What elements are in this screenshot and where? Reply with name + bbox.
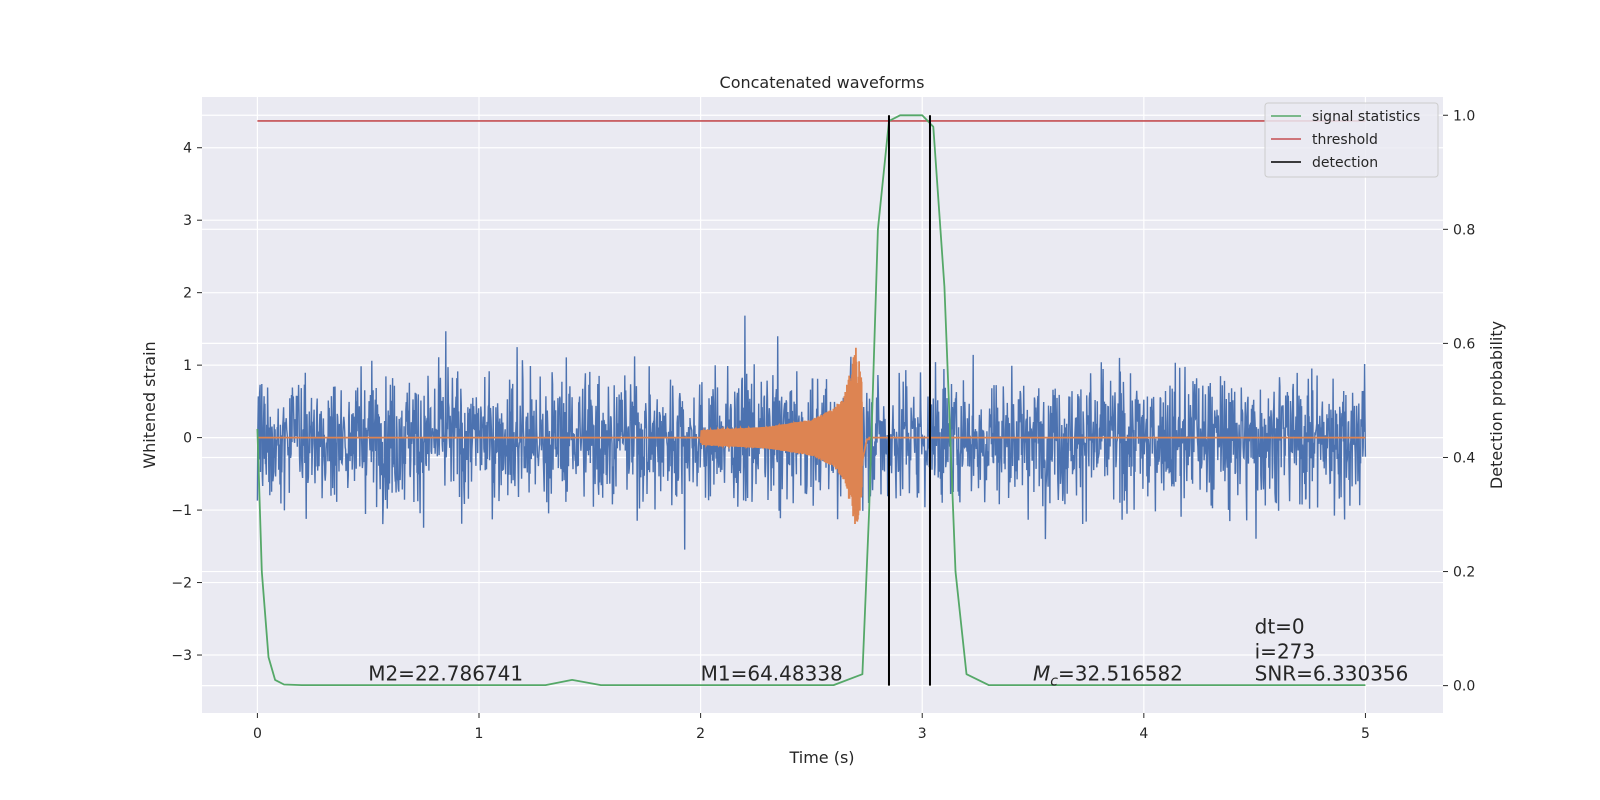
tick-labels: 0 1 2 3 4 5 −3 −2 −1 0 1 2 3 4 0.0 0.2 0.4 0.6 0.8 1.0: [171, 108, 1475, 742]
annotations: M2=22.786741 M1=64.48338 Mc=32.516582 dt=0i…: [368, 614, 1408, 689]
y-right-tick-label: 0.0: [1453, 679, 1475, 695]
signal-statistics-series: [256, 114, 1366, 686]
annotation-text: SNR=6.330356: [1255, 661, 1409, 685]
y-tick-label: −1: [171, 503, 192, 519]
x-tick-label: 1: [475, 726, 484, 742]
template-line: [257, 347, 1366, 525]
y-axis-label-right: Detection probability: [1487, 321, 1506, 489]
x-tick-label: 2: [696, 726, 705, 742]
annotation-text: M1=64.48338: [701, 661, 843, 685]
x-tick-label: 5: [1361, 726, 1370, 742]
legend: signal statistics threshold detection: [1264, 102, 1439, 178]
y-tick-label: −3: [171, 648, 192, 664]
y-right-tick-label: 0.8: [1453, 222, 1475, 238]
y-right-tick-label: 1.0: [1453, 108, 1475, 124]
chart-title: Concatenated waveforms: [720, 73, 925, 92]
detection-series: [887, 115, 931, 686]
annotation-text: M2=22.786741: [368, 661, 523, 685]
y-tick-label: −2: [171, 576, 192, 592]
legend-label-detection: detection: [1312, 155, 1378, 171]
x-axis-label: Time (s): [788, 748, 854, 767]
y-axis-label-left: Whitened strain: [140, 341, 159, 468]
annotation-text: Mc=32.516582: [1033, 661, 1183, 689]
y-right-tick-label: 0.4: [1453, 450, 1475, 466]
y-right-tick-label: 0.2: [1453, 565, 1475, 581]
x-tick-label: 4: [1139, 726, 1148, 742]
y-tick-label: 0: [183, 431, 192, 447]
x-tick-label: 3: [918, 726, 927, 742]
signal-statistics-line: [256, 114, 1366, 686]
template-series: [257, 347, 1366, 525]
y-tick-label: 4: [183, 141, 192, 157]
y-tick-label: 2: [183, 286, 192, 302]
y-tick-label: 3: [183, 213, 192, 229]
y-tick-label: 1: [183, 358, 192, 374]
annotation-text: i=273: [1255, 640, 1316, 664]
y-right-tick-label: 0.6: [1453, 336, 1475, 352]
legend-label-signal-statistics: signal statistics: [1312, 109, 1420, 125]
legend-frame: [1264, 102, 1439, 178]
x-tick-label: 0: [253, 726, 262, 742]
legend-label-threshold: threshold: [1312, 132, 1378, 148]
annotation-text: dt=0: [1255, 614, 1305, 638]
